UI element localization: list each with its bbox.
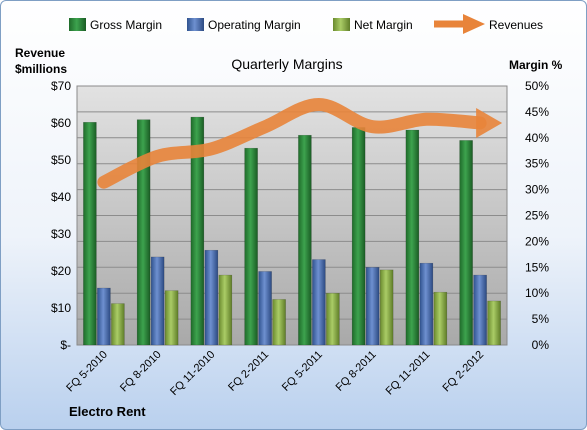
legend-revenue-arrow [434, 14, 485, 34]
right-tick-label: 40% [525, 131, 549, 145]
x-tick-label: FQ 11-2010 [168, 349, 217, 398]
bar-operating-margin [150, 256, 165, 346]
left-tick-label: $40 [51, 190, 71, 204]
bar-gross-margin [190, 116, 205, 346]
x-tick-label: FQ 2-2011 [226, 349, 271, 394]
bar-net-margin [218, 274, 233, 346]
bar-gross-margin [351, 127, 366, 346]
bars-group [83, 116, 501, 346]
left-axis-ticks: $- $10 $20 $30 $40 $50 $60 $70 [51, 79, 71, 352]
bar-gross-margin [459, 140, 473, 346]
x-tick-label: FQ 8-2010 [118, 349, 164, 395]
x-tick-label: FQ 5-2010 [64, 349, 110, 395]
revenue-line-group [97, 98, 503, 189]
right-tick-label: 30% [525, 183, 549, 197]
left-tick-label: $- [60, 338, 71, 352]
right-tick-label: 35% [525, 157, 549, 171]
x-tick-label: FQ 11-2011 [384, 349, 433, 398]
legend-label-gross-margin: Gross Margin [90, 18, 162, 32]
legend-label-revenues: Revenues [489, 18, 543, 32]
right-tick-label: 0% [532, 338, 550, 352]
left-tick-label: $30 [51, 227, 71, 241]
x-tick-label: FQ 2-2012 [441, 349, 487, 395]
bar-net-margin [487, 300, 501, 346]
bar-operating-margin [97, 287, 111, 346]
legend-label-net-margin: Net Margin [354, 18, 413, 32]
bar-operating-margin [204, 249, 219, 346]
legend-swatch-net-margin [333, 18, 350, 31]
right-tick-label: 10% [525, 286, 549, 300]
bar-net-margin [164, 290, 179, 346]
left-tick-label: $70 [51, 79, 71, 93]
bar-gross-margin [83, 122, 97, 346]
left-axis-label-line2: $millions [15, 62, 67, 76]
bar-operating-margin [365, 267, 380, 346]
x-tick-label: FQ 5-2011 [280, 349, 325, 394]
chart-title: Quarterly Margins [231, 56, 342, 72]
right-tick-label: 20% [525, 234, 549, 248]
bar-gross-margin [136, 119, 151, 346]
right-tick-label: 5% [532, 312, 550, 326]
legend-swatch-operating-margin [187, 18, 204, 31]
legend-swatch-gross-margin [69, 18, 86, 31]
bar-net-margin [272, 299, 286, 346]
right-tick-label: 15% [525, 260, 549, 274]
left-tick-label: $60 [51, 116, 71, 130]
bar-net-margin [379, 269, 394, 346]
bar-net-margin [433, 291, 448, 346]
left-tick-label: $50 [51, 153, 71, 167]
right-axis-ticks: 0% 5% 10% 15% 20% 25% 30% 35% 40% 45% 50% [525, 79, 549, 352]
right-tick-label: 50% [525, 79, 549, 93]
revenue-line [97, 98, 487, 189]
bar-operating-margin [419, 262, 434, 346]
bar-operating-margin [312, 259, 326, 346]
bar-net-margin [326, 292, 340, 346]
bar-gross-margin [298, 134, 312, 346]
x-tick-label: FQ 8-2011 [334, 349, 379, 394]
left-tick-label: $10 [51, 301, 71, 315]
revenue-arrowhead [476, 108, 503, 138]
right-tick-label: 45% [525, 105, 549, 119]
left-axis-label-line1: Revenue [15, 46, 65, 60]
bar-gross-margin [405, 129, 420, 346]
bar-operating-margin [473, 274, 487, 346]
x-axis-ticks: FQ 5-2010 FQ 8-2010 FQ 11-2010 FQ 2-2011 FQ … [64, 349, 486, 398]
legend-label-operating-margin: Operating Margin [208, 18, 301, 32]
right-axis-label: Margin % [509, 58, 563, 72]
bar-operating-margin [258, 271, 272, 346]
bar-net-margin [111, 303, 125, 346]
left-tick-label: $20 [51, 264, 71, 278]
bar-gross-margin [244, 147, 258, 346]
legend: Gross Margin Operating Margin Net Margin… [69, 14, 543, 34]
right-tick-label: 25% [525, 209, 549, 223]
footer-company-name: Electro Rent [69, 404, 146, 419]
